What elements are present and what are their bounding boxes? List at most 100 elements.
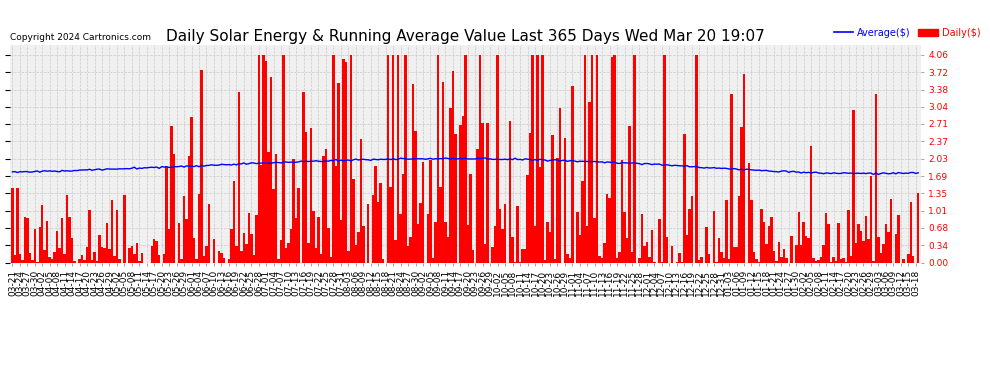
Bar: [359, 139, 362, 262]
Bar: [880, 254, 882, 262]
Bar: [248, 213, 250, 262]
Bar: [442, 82, 445, 262]
Bar: [805, 236, 808, 262]
Bar: [66, 195, 68, 262]
Bar: [173, 154, 175, 262]
Bar: [578, 235, 581, 262]
Bar: [277, 259, 280, 262]
Bar: [798, 212, 800, 262]
Bar: [262, 55, 265, 262]
Bar: [835, 261, 838, 262]
Bar: [648, 257, 650, 262]
Bar: [563, 138, 566, 262]
Bar: [387, 55, 389, 262]
Bar: [198, 194, 200, 262]
Bar: [163, 254, 165, 262]
Bar: [302, 92, 305, 262]
Bar: [445, 222, 446, 262]
Bar: [591, 55, 593, 262]
Bar: [116, 210, 118, 262]
Bar: [663, 55, 665, 262]
Bar: [357, 232, 359, 262]
Bar: [153, 239, 155, 262]
Bar: [138, 261, 141, 262]
Bar: [461, 116, 464, 262]
Bar: [238, 92, 241, 262]
Bar: [68, 217, 71, 262]
Bar: [394, 240, 397, 262]
Bar: [111, 200, 113, 262]
Bar: [852, 110, 854, 262]
Bar: [409, 237, 412, 262]
Bar: [402, 174, 404, 262]
Bar: [810, 146, 813, 262]
Bar: [859, 231, 862, 262]
Bar: [532, 55, 534, 262]
Bar: [260, 165, 262, 262]
Bar: [882, 244, 885, 262]
Bar: [634, 55, 636, 262]
Bar: [504, 204, 506, 262]
Bar: [430, 160, 432, 262]
Bar: [857, 224, 859, 262]
Bar: [272, 189, 275, 262]
Bar: [285, 248, 287, 262]
Bar: [522, 249, 524, 262]
Bar: [190, 117, 193, 262]
Bar: [902, 259, 905, 262]
Bar: [180, 260, 183, 262]
Bar: [568, 258, 571, 262]
Bar: [449, 108, 451, 262]
Bar: [818, 260, 820, 262]
Bar: [698, 261, 701, 262]
Bar: [471, 251, 474, 262]
Bar: [777, 242, 780, 262]
Bar: [747, 163, 750, 262]
Bar: [389, 187, 392, 262]
Bar: [790, 237, 793, 262]
Bar: [86, 247, 88, 262]
Bar: [576, 212, 578, 262]
Bar: [310, 128, 312, 262]
Bar: [61, 217, 63, 262]
Bar: [178, 222, 180, 262]
Bar: [44, 249, 46, 262]
Bar: [736, 248, 738, 262]
Bar: [708, 254, 711, 262]
Bar: [377, 202, 379, 262]
Bar: [265, 61, 267, 262]
Bar: [417, 224, 419, 262]
Bar: [629, 126, 631, 262]
Bar: [626, 238, 629, 262]
Bar: [233, 181, 235, 262]
Bar: [512, 237, 514, 262]
Bar: [230, 229, 233, 262]
Bar: [912, 255, 915, 262]
Bar: [49, 257, 50, 262]
Bar: [556, 158, 558, 262]
Bar: [312, 211, 315, 262]
Bar: [372, 195, 374, 262]
Bar: [106, 223, 108, 262]
Bar: [133, 254, 136, 262]
Bar: [553, 258, 556, 262]
Bar: [91, 260, 93, 262]
Bar: [103, 248, 106, 262]
Bar: [665, 237, 668, 262]
Bar: [767, 226, 770, 262]
Bar: [466, 225, 469, 262]
Bar: [320, 254, 322, 262]
Bar: [571, 87, 573, 262]
Bar: [267, 152, 270, 262]
Bar: [854, 243, 857, 262]
Bar: [481, 123, 484, 262]
Bar: [721, 252, 723, 262]
Bar: [611, 57, 614, 262]
Bar: [558, 108, 561, 262]
Bar: [223, 258, 225, 262]
Title: Daily Solar Energy & Running Average Value Last 365 Days Wed Mar 20 19:07: Daily Solar Energy & Running Average Val…: [166, 29, 764, 44]
Bar: [815, 261, 818, 262]
Bar: [479, 55, 481, 262]
Bar: [136, 243, 138, 262]
Bar: [785, 258, 788, 262]
